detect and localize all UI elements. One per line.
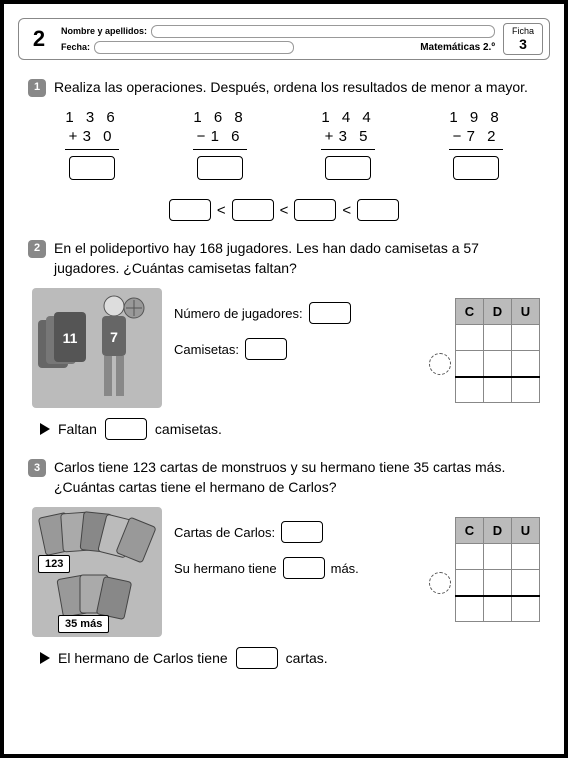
field-label: Camisetas: (174, 342, 239, 357)
field-label: Su hermano tiene (174, 561, 277, 576)
operation-circle[interactable] (429, 353, 451, 375)
input-box[interactable] (309, 302, 351, 324)
cdu-block: CDU (429, 288, 540, 403)
input-box[interactable] (281, 521, 323, 543)
operation-3: 1 4 4 +3 5 (321, 108, 374, 186)
card-count-tag: 35 más (58, 615, 109, 633)
name-input-line[interactable] (151, 25, 495, 38)
problem-instruction: Realiza las operaciones. Después, ordena… (54, 78, 540, 98)
subject-label: Matemáticas 2.º (420, 42, 495, 53)
final-answer-box[interactable] (105, 418, 147, 440)
header-fields: Nombre y apellidos: Fecha: Matemáticas 2… (61, 25, 495, 54)
ficha-label: Ficha (504, 26, 542, 36)
order-box[interactable] (169, 199, 211, 221)
order-box[interactable] (232, 199, 274, 221)
answer-box[interactable] (197, 156, 243, 180)
order-box[interactable] (294, 199, 336, 221)
date-label: Fecha: (61, 42, 90, 52)
ordering-row: < < < (28, 199, 540, 221)
input-box[interactable] (283, 557, 325, 579)
problem-instruction: Carlos tiene 123 cartas de monstruos y s… (54, 458, 540, 497)
name-label: Nombre y apellidos: (61, 26, 147, 36)
field-label: Cartas de Carlos: (174, 525, 275, 540)
basketball-illustration: 11 7 (32, 288, 162, 408)
answer-box[interactable] (325, 156, 371, 180)
problem-1: 1 Realiza las operaciones. Después, orde… (28, 78, 540, 221)
cdu-table: CDU (455, 517, 540, 622)
field-label: Número de jugadores: (174, 306, 303, 321)
triangle-icon (40, 652, 50, 664)
problem-badge: 1 (28, 79, 46, 97)
card-count-tag: 123 (38, 555, 70, 573)
answer-box[interactable] (453, 156, 499, 180)
operation-2: 1 6 8 −1 6 (193, 108, 246, 186)
page-number: 2 (25, 26, 53, 52)
answer-line: El hermano de Carlos tiene cartas. (40, 647, 540, 669)
answer-box[interactable] (69, 156, 115, 180)
problem-fields: Cartas de Carlos: Su hermano tiene más. (170, 507, 421, 579)
operation-circle[interactable] (429, 572, 451, 594)
operation-1: 1 3 6 +3 0 (65, 108, 118, 186)
problem-fields: Número de jugadores: Camisetas: (170, 288, 421, 360)
svg-text:7: 7 (110, 329, 118, 345)
answer-line: Faltan camisetas. (40, 418, 540, 440)
svg-text:11: 11 (63, 330, 78, 346)
cdu-table: CDU (455, 298, 540, 403)
order-box[interactable] (357, 199, 399, 221)
cdu-block: CDU (429, 507, 540, 622)
triangle-icon (40, 423, 50, 435)
ficha-box: Ficha 3 (503, 23, 543, 55)
problem-badge: 2 (28, 240, 46, 258)
problem-badge: 3 (28, 459, 46, 477)
date-input-line[interactable] (94, 41, 294, 54)
operation-4: 1 9 8 −7 2 (449, 108, 502, 186)
field-label: más. (331, 561, 359, 576)
ficha-number: 3 (504, 36, 542, 52)
worksheet-header: 2 Nombre y apellidos: Fecha: Matemáticas… (18, 18, 550, 60)
cards-illustration: 123 35 más (32, 507, 162, 637)
problem-instruction: En el polideportivo hay 168 jugadores. L… (54, 239, 540, 278)
problem-2: 2 En el polideportivo hay 168 jugadores.… (28, 239, 540, 440)
operations-row: 1 3 6 +3 0 1 6 8 −1 6 1 4 4 +3 5 1 9 8 −… (28, 108, 540, 186)
final-answer-box[interactable] (236, 647, 278, 669)
problem-3: 3 Carlos tiene 123 cartas de monstruos y… (28, 458, 540, 669)
input-box[interactable] (245, 338, 287, 360)
